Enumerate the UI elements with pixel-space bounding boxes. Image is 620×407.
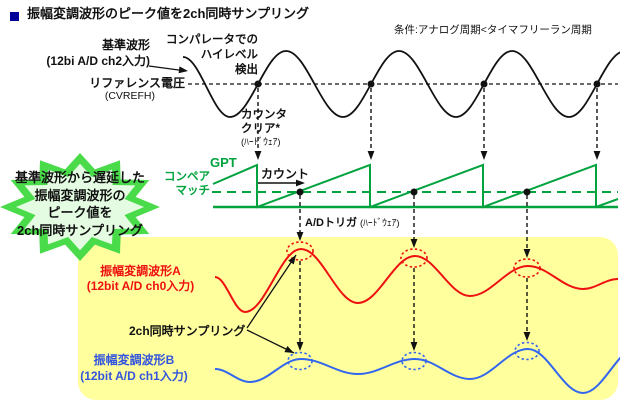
comparator-note: コンパレータでの ハイレベル 検出 xyxy=(166,34,258,76)
wave-b-label: 振幅変調波形B (12bit A/D ch1入力) xyxy=(80,353,188,383)
sampling-point-circle-b xyxy=(514,341,540,361)
callout-starburst-inner xyxy=(16,163,144,251)
sampling-point-circle-b xyxy=(401,351,427,371)
ad-trigger-arrowhead-icon xyxy=(523,249,531,258)
high-level-detect-dot xyxy=(367,80,375,88)
high-level-detect-dot xyxy=(254,80,262,88)
sampling-point-circle-a xyxy=(400,248,428,268)
callout-text: 基準波形から遅延した 振幅変調波形の ピーク値を 2ch同時サンプリング xyxy=(14,170,145,238)
reference-wave-label: 基準波形 (12bi A/D ch2入力) xyxy=(0,37,150,69)
gpt-sawtooth-path xyxy=(212,163,619,209)
sampling-annotation-arrowhead-icon xyxy=(284,346,294,353)
page-title: 振幅変調波形のピーク値を2ch同時サンプリング xyxy=(27,6,310,21)
sampling-label: 2ch同時サンプリング xyxy=(129,324,246,338)
ad-trigger-arrowhead-icon xyxy=(410,239,418,248)
compare-match-dot xyxy=(410,188,418,196)
ad-trigger-arrowhead-icon xyxy=(410,342,418,351)
counter-clear-label: カウンタ クリア* (ﾊｰﾄﾞｳｪｱ) xyxy=(241,109,287,148)
counter-clear-arrowhead-icon xyxy=(593,151,601,160)
condition-note: 条件:アナログ周期<タイマフリーラン周期 xyxy=(394,24,592,36)
counter-clear-arrowhead-icon xyxy=(480,151,488,160)
wave-a-path xyxy=(214,247,619,314)
gpt-label: GPT xyxy=(210,155,237,170)
reference-label-arrowhead-icon xyxy=(178,66,188,74)
counter-clear-arrowhead-icon xyxy=(367,151,375,160)
sampling-point-circle-b xyxy=(287,351,313,371)
sampling-annotation-line xyxy=(246,254,297,329)
wave-b-path xyxy=(214,347,620,395)
reference-voltage-label: リファレンス電圧 xyxy=(89,76,185,90)
sampling-point-circle-a xyxy=(513,258,541,278)
compare-match-dot xyxy=(523,188,531,196)
compare-match-label: コンペア マッチ xyxy=(164,171,210,197)
reference-wave-label-line2: (12bi A/D ch2入力) xyxy=(46,54,150,68)
reference-waveform-path xyxy=(182,50,620,118)
title-bullet-icon xyxy=(10,12,19,21)
ad-trigger-arrowhead-icon xyxy=(296,342,304,351)
count-label: カウント xyxy=(261,167,310,181)
ad-trigger-arrowhead-icon xyxy=(296,232,304,241)
count-arrowhead-icon xyxy=(296,179,305,187)
high-level-detect-dot xyxy=(480,80,488,88)
ad-trigger-label: A/Dトリガ (ﾊｰﾄﾞｳｪｱ) xyxy=(305,217,400,229)
ad-trigger-arrowhead-icon xyxy=(523,332,531,341)
high-level-detect-dot xyxy=(593,80,601,88)
counter-clear-arrowhead-icon xyxy=(254,151,262,160)
highlight-panel xyxy=(78,237,618,400)
sampling-annotation-arrowhead-icon xyxy=(288,255,296,265)
cvrefh-label: (CVREFH) xyxy=(104,90,155,102)
compare-match-dot xyxy=(296,188,304,196)
wave-a-label: 振幅変調波形A (12bit A/D ch0入力) xyxy=(86,264,195,293)
sampling-point-circle-a xyxy=(286,241,314,261)
reference-wave-label-line1: 基準波形 xyxy=(101,38,150,52)
